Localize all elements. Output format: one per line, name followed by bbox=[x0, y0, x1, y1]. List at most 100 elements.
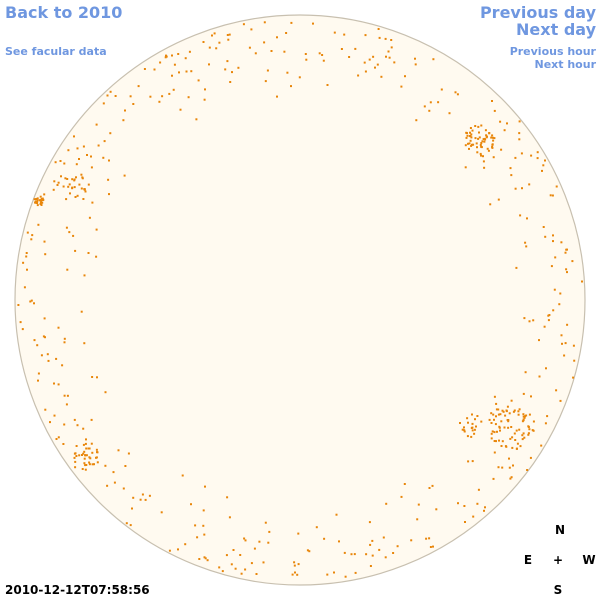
facula-point bbox=[103, 140, 106, 143]
facula-point bbox=[536, 151, 539, 154]
facula-point bbox=[25, 255, 28, 258]
facula-point bbox=[17, 304, 20, 306]
facula-point bbox=[566, 323, 569, 326]
facula-point bbox=[550, 265, 553, 268]
facula-point bbox=[385, 502, 388, 505]
facula-point bbox=[74, 249, 77, 252]
facula-point bbox=[137, 85, 140, 88]
facula-point bbox=[55, 438, 58, 440]
facula-point bbox=[215, 47, 218, 50]
facula-point bbox=[500, 445, 503, 447]
facula-point bbox=[364, 34, 367, 37]
facula-point bbox=[497, 198, 500, 201]
facula-point bbox=[30, 299, 33, 302]
facula-point bbox=[82, 452, 85, 455]
facula-point bbox=[518, 408, 521, 411]
facula-point bbox=[78, 183, 81, 186]
facula-point bbox=[474, 137, 477, 140]
facula-point bbox=[495, 408, 498, 411]
facula-point bbox=[83, 274, 86, 277]
facula-point bbox=[71, 178, 74, 181]
facula-point bbox=[545, 367, 547, 370]
facula-point bbox=[132, 496, 135, 499]
facula-point bbox=[471, 129, 474, 132]
compass-east-label: E bbox=[523, 553, 533, 567]
facula-point bbox=[508, 457, 510, 460]
facula-point bbox=[276, 95, 278, 98]
facula-point bbox=[527, 432, 530, 435]
facula-point bbox=[88, 461, 91, 464]
facula-point bbox=[484, 506, 486, 509]
facula-point bbox=[483, 166, 486, 169]
facula-point bbox=[403, 483, 406, 485]
facula-point bbox=[536, 157, 539, 160]
facula-point bbox=[518, 132, 521, 135]
facula-point bbox=[290, 21, 293, 24]
facula-point bbox=[253, 547, 256, 550]
facula-point bbox=[203, 533, 206, 536]
facula-point bbox=[552, 240, 554, 243]
facula-point bbox=[466, 435, 469, 438]
facula-point bbox=[523, 317, 526, 320]
facula-point bbox=[464, 521, 466, 523]
facula-point bbox=[208, 63, 210, 66]
facula-point bbox=[528, 183, 531, 186]
next-hour-link[interactable]: Next hour bbox=[534, 58, 597, 71]
facula-point bbox=[74, 466, 77, 469]
facula-point bbox=[63, 341, 66, 344]
facula-point bbox=[196, 536, 199, 539]
previous-day-link[interactable]: Previous day bbox=[479, 3, 596, 22]
facula-point bbox=[297, 563, 300, 566]
facula-point bbox=[471, 460, 474, 463]
facula-point bbox=[478, 136, 481, 139]
facula-point bbox=[499, 429, 501, 432]
facula-point bbox=[82, 198, 85, 200]
facula-point bbox=[501, 440, 504, 443]
back-to-year-link[interactable]: Back to 2010 bbox=[5, 3, 123, 22]
facula-point bbox=[340, 48, 343, 50]
facula-point bbox=[37, 372, 40, 375]
facula-point bbox=[63, 423, 66, 426]
facula-point bbox=[461, 428, 464, 431]
facula-point bbox=[89, 457, 92, 460]
next-day-link[interactable]: Next day bbox=[516, 20, 596, 39]
facula-point bbox=[78, 454, 81, 457]
facula-point bbox=[64, 177, 67, 180]
facula-point bbox=[490, 412, 493, 415]
facula-point bbox=[563, 354, 566, 357]
facula-point bbox=[493, 137, 496, 140]
facula-point bbox=[504, 445, 507, 448]
facula-point bbox=[232, 549, 235, 551]
facula-point bbox=[464, 144, 467, 147]
facula-point bbox=[54, 161, 57, 164]
facula-point bbox=[476, 502, 479, 505]
facula-point bbox=[22, 261, 25, 264]
see-facular-data-link[interactable]: See facular data bbox=[5, 45, 107, 58]
facula-point bbox=[525, 245, 528, 248]
facula-point bbox=[66, 268, 69, 271]
facula-point bbox=[95, 456, 98, 459]
facula-point bbox=[530, 395, 532, 398]
facula-point bbox=[378, 548, 381, 551]
facula-point bbox=[239, 554, 242, 556]
facula-point bbox=[469, 131, 471, 134]
facula-point bbox=[165, 55, 168, 58]
facula-point bbox=[106, 484, 109, 487]
facula-point bbox=[415, 119, 418, 122]
facula-point bbox=[517, 413, 520, 416]
facula-point bbox=[490, 437, 493, 440]
facula-point bbox=[471, 413, 473, 416]
facula-point bbox=[524, 241, 527, 244]
facula-point bbox=[36, 197, 39, 200]
facula-point bbox=[475, 425, 477, 428]
facula-point bbox=[400, 495, 403, 498]
previous-hour-link[interactable]: Previous hour bbox=[509, 45, 596, 58]
facula-point bbox=[518, 138, 521, 141]
facula-point bbox=[566, 271, 568, 274]
facula-point bbox=[384, 37, 387, 40]
facula-point bbox=[83, 188, 86, 191]
facula-point bbox=[250, 28, 253, 31]
facula-point bbox=[75, 163, 78, 166]
facula-point bbox=[525, 414, 528, 417]
facula-point bbox=[518, 120, 521, 123]
